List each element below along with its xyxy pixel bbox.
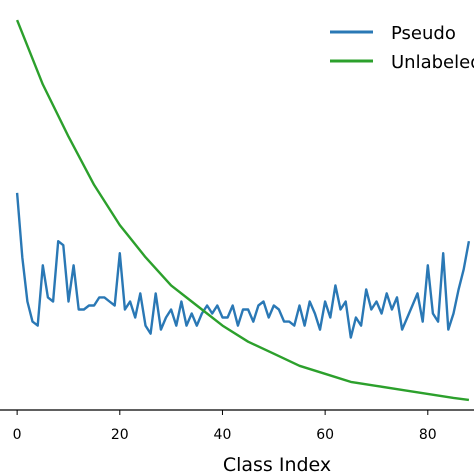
series-line-unlabeled	[15, 19, 470, 402]
x-tick-label: 20	[111, 427, 129, 443]
series-layer	[15, 19, 471, 402]
x-axis-title: Class Index	[223, 454, 331, 474]
x-tick-label: 80	[419, 427, 437, 443]
legend-label: Unlabeled	[391, 52, 474, 73]
series-line-pseudo	[15, 192, 471, 339]
x-tick-label: 60	[316, 427, 334, 443]
x-tick-label: 0	[13, 427, 22, 443]
legend-label: Pseudo	[391, 23, 456, 44]
x-tick-label: 40	[214, 427, 232, 443]
x-axis-ticks: 0 20 40 60 80	[13, 410, 437, 443]
legend: Pseudo Unlabeled	[330, 23, 474, 73]
